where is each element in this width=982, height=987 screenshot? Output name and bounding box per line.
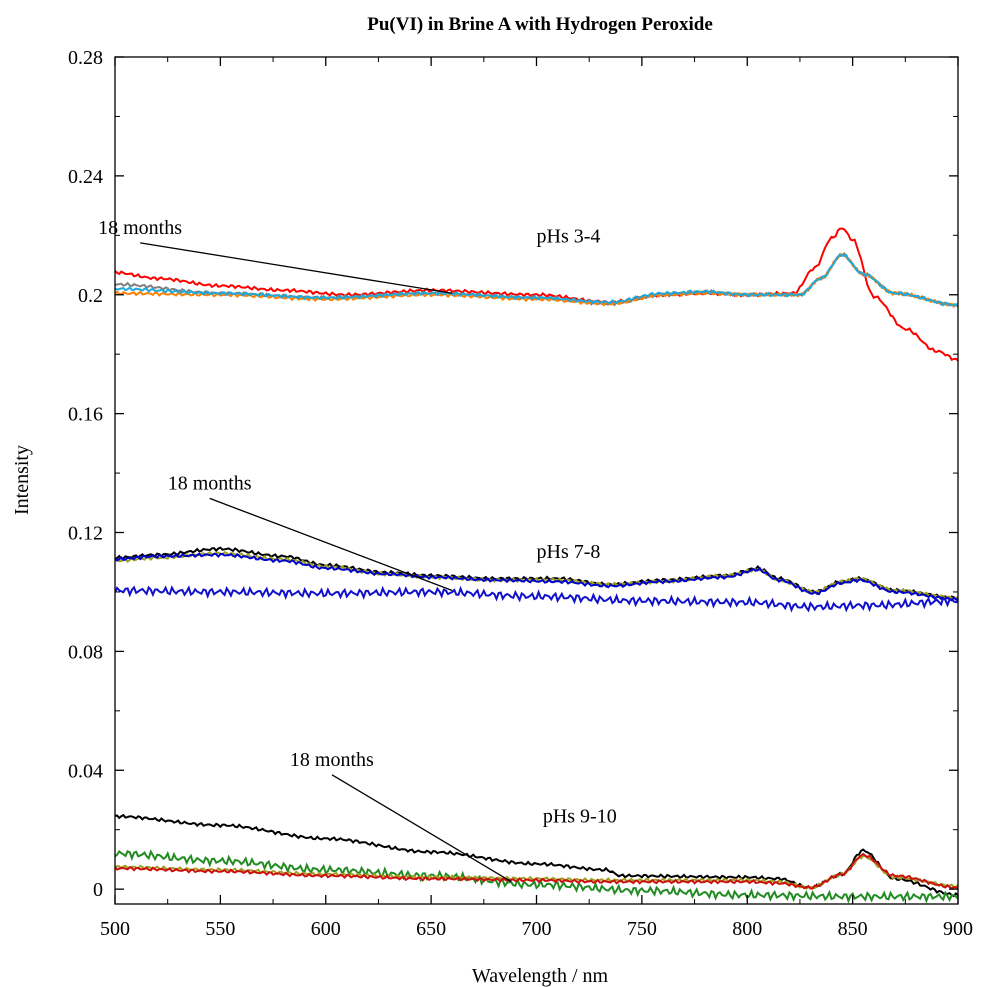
series-line [115, 585, 958, 613]
annotation-label: pHs 3-4 [537, 226, 601, 248]
x-tick-label: 800 [732, 918, 762, 940]
y-tick-label: 0.16 [68, 404, 103, 426]
annotation-label: pHs 9-10 [543, 805, 617, 827]
annotation-label: 18 months [168, 472, 252, 494]
series-line [115, 551, 958, 601]
x-tick-label: 550 [205, 918, 235, 940]
annotation-label: 18 months [98, 217, 182, 239]
annotation-label: 18 months [290, 749, 374, 771]
x-tick-label: 500 [100, 918, 130, 940]
x-tick-label: 750 [627, 918, 657, 940]
annotation-layer: 18 months pHs 3-4 18 months pHs 7-8 18 month… [98, 217, 617, 883]
annotation-label: pHs 7-8 [537, 541, 601, 563]
series-line [115, 552, 958, 602]
series-line [115, 253, 958, 309]
x-tick-label: 600 [311, 918, 341, 940]
series-line [115, 227, 958, 362]
annotation-arrow [140, 242, 453, 294]
annotation-arrow [331, 774, 512, 883]
series-line [115, 253, 958, 307]
y-tick-label: 0 [93, 879, 103, 901]
y-axis-label: Intensity [11, 445, 33, 515]
series-line [115, 852, 958, 890]
x-tick-label: 700 [522, 918, 552, 940]
y-tick-label: 0.24 [68, 166, 103, 188]
series-line [115, 813, 958, 898]
y-tick-label: 0.28 [68, 47, 103, 69]
y-tick-label: 0.2 [78, 285, 103, 307]
x-tick-label: 900 [943, 918, 973, 940]
y-tick-label: 0.08 [68, 641, 103, 663]
y-tick-label: 0.12 [68, 523, 103, 545]
series-layer [115, 227, 958, 904]
x-tick-label: 650 [416, 918, 446, 940]
y-tick-label: 0.04 [68, 760, 103, 782]
x-tick-label: 850 [838, 918, 868, 940]
ticks-layer: 500 550 600 650 700 750 800 850 900 0 0.04 0.08 0.12… [68, 47, 973, 940]
annotation-arrow [209, 497, 453, 592]
series-line [115, 849, 958, 904]
chart-title: Pu(VI) in Brine A with Hydrogen Peroxide [367, 14, 713, 35]
x-axis-label: Wavelength / nm [472, 965, 609, 987]
